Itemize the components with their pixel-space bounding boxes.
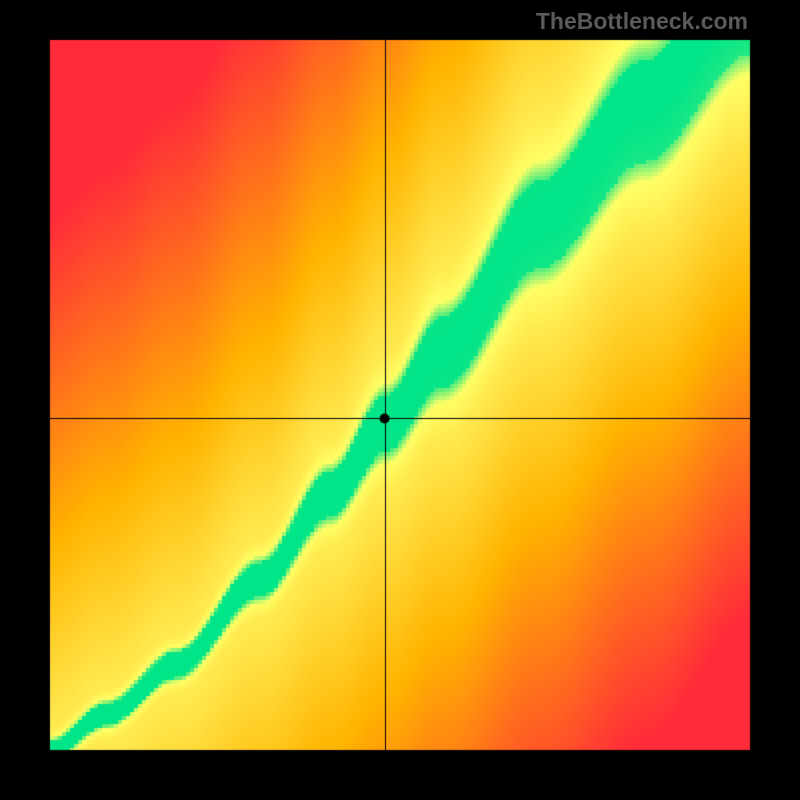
watermark-text: TheBottleneck.com — [536, 8, 748, 35]
bottleneck-heatmap — [0, 0, 800, 800]
